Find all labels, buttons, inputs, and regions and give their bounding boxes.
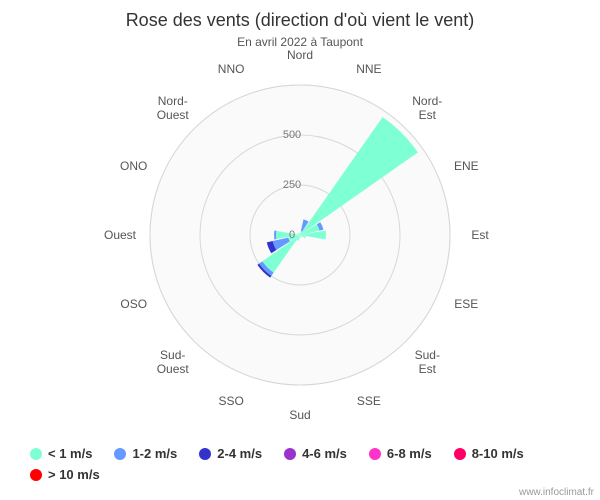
direction-label: Ouest bbox=[104, 228, 136, 242]
legend-label: > 10 m/s bbox=[48, 467, 100, 482]
radial-tick-label: 250 bbox=[283, 179, 301, 191]
direction-label: Sud-Est bbox=[415, 348, 440, 376]
legend-label: 2-4 m/s bbox=[217, 446, 262, 461]
legend-item: 6-8 m/s bbox=[369, 446, 432, 461]
direction-label: NNO bbox=[218, 62, 245, 76]
legend-label: 1-2 m/s bbox=[132, 446, 177, 461]
direction-label: Est bbox=[471, 228, 488, 242]
direction-label: Sud bbox=[289, 408, 310, 422]
legend-swatch bbox=[114, 448, 126, 460]
legend-swatch bbox=[454, 448, 466, 460]
direction-label: Sud-Ouest bbox=[157, 348, 189, 376]
legend-label: 4-6 m/s bbox=[302, 446, 347, 461]
legend: < 1 m/s 1-2 m/s 2-4 m/s 4-6 m/s 6-8 m/s 8-10 … bbox=[0, 446, 600, 482]
legend-label: 6-8 m/s bbox=[387, 446, 432, 461]
legend-item: < 1 m/s bbox=[30, 446, 92, 461]
legend-swatch bbox=[199, 448, 211, 460]
legend-swatch bbox=[30, 469, 42, 481]
legend-swatch bbox=[284, 448, 296, 460]
direction-label: Nord bbox=[287, 48, 313, 62]
radial-tick-label: 500 bbox=[283, 129, 301, 141]
direction-label: ENE bbox=[454, 159, 479, 173]
credit-text: www.infoclimat.fr bbox=[519, 487, 594, 498]
radial-tick-label: 0 bbox=[289, 229, 295, 241]
direction-label: Nord-Ouest bbox=[157, 94, 189, 122]
direction-label: NNE bbox=[356, 62, 381, 76]
legend-label: < 1 m/s bbox=[48, 446, 92, 461]
direction-label: ESE bbox=[454, 297, 478, 311]
legend-item: > 10 m/s bbox=[30, 467, 100, 482]
direction-label: SSO bbox=[218, 394, 243, 408]
direction-label: Nord-Est bbox=[412, 94, 442, 122]
legend-item: 2-4 m/s bbox=[199, 446, 262, 461]
direction-label: OSO bbox=[120, 297, 147, 311]
legend-swatch bbox=[369, 448, 381, 460]
legend-item: 1-2 m/s bbox=[114, 446, 177, 461]
legend-swatch bbox=[30, 448, 42, 460]
direction-label: ONO bbox=[120, 159, 147, 173]
chart-title: Rose des vents (direction d'où vient le … bbox=[0, 0, 600, 31]
legend-item: 4-6 m/s bbox=[284, 446, 347, 461]
legend-label: 8-10 m/s bbox=[472, 446, 524, 461]
direction-label: SSE bbox=[357, 394, 381, 408]
legend-item: 8-10 m/s bbox=[454, 446, 524, 461]
